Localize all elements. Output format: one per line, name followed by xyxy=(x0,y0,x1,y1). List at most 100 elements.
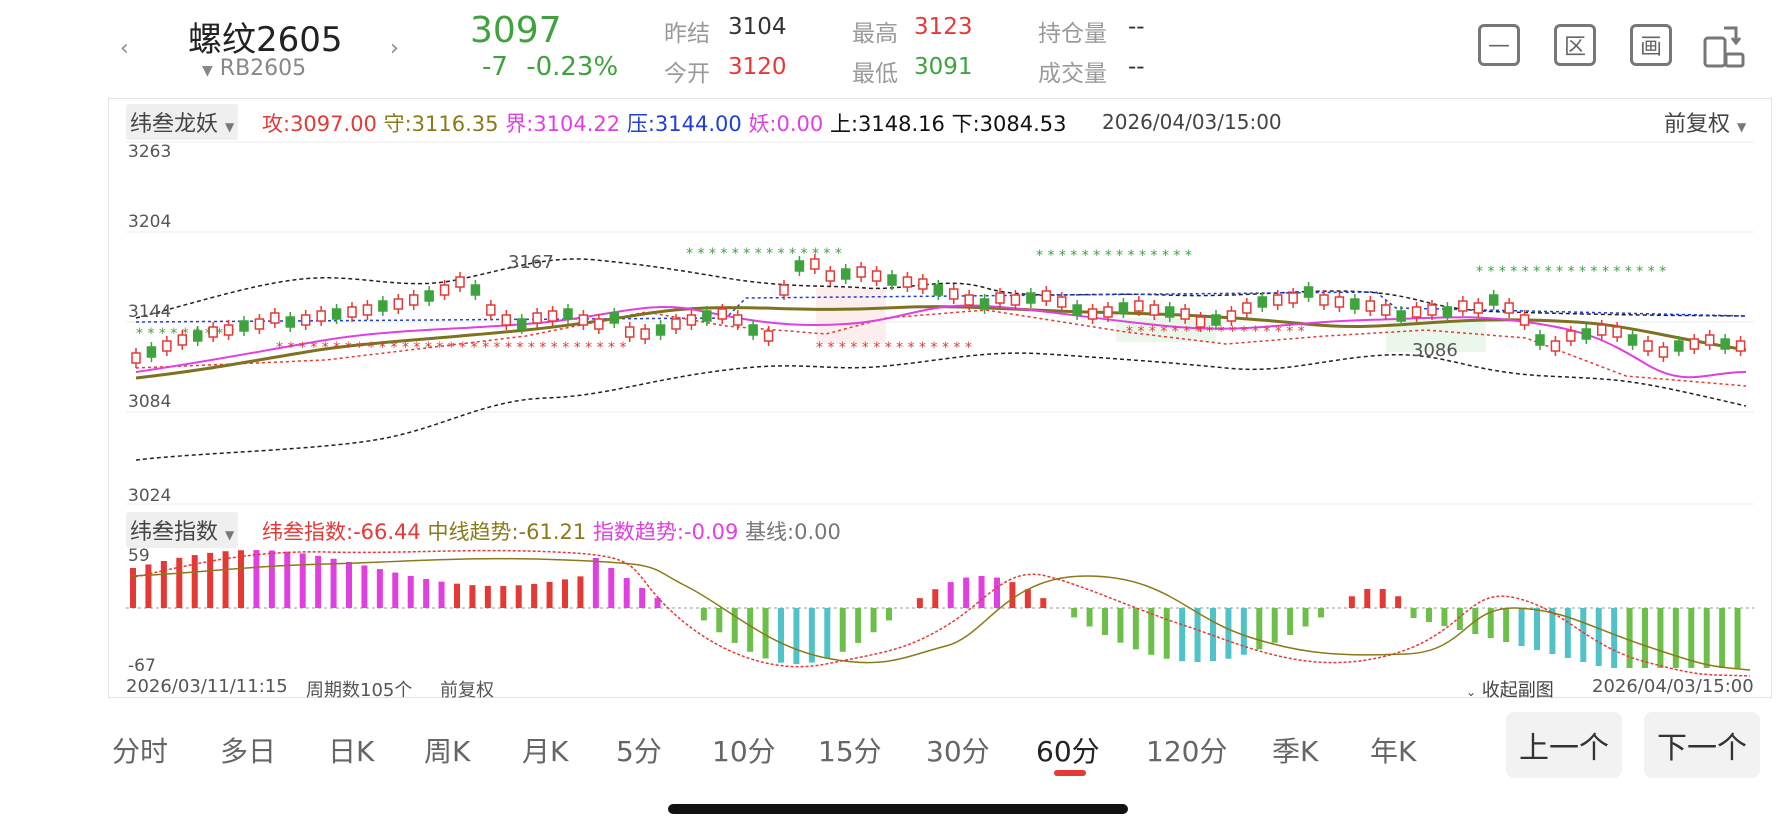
tab-period[interactable]: 年K xyxy=(1370,735,1417,768)
candle-body xyxy=(1272,294,1283,306)
indicator-bar xyxy=(1071,608,1078,618)
sub-indicator-value-mid-trend: 中线趋势:-61.21 xyxy=(427,520,587,544)
candle-body xyxy=(1211,314,1221,326)
indicator-bar xyxy=(978,576,985,608)
candle-body xyxy=(316,310,326,322)
indicator-bar xyxy=(1441,608,1448,626)
pressure-line xyxy=(135,291,1747,323)
candle-body xyxy=(439,284,450,296)
candle-body xyxy=(640,328,650,340)
candle-body xyxy=(1612,326,1622,338)
contract-code[interactable]: ▼ RB2605 xyxy=(202,56,306,81)
indicator-chart[interactable] xyxy=(126,546,1754,680)
candle-body xyxy=(902,276,913,288)
candle-body xyxy=(1627,334,1638,346)
period-count: 周期数105个 xyxy=(306,680,413,701)
indicator-bar xyxy=(454,583,460,608)
candle-body xyxy=(1504,302,1514,314)
tab-period[interactable]: 120分 xyxy=(1146,735,1228,768)
next-button[interactable]: 下一个 xyxy=(1644,712,1760,778)
candle-body xyxy=(1689,338,1700,350)
drawing-tool-icon[interactable]: 画 xyxy=(1630,24,1672,66)
tab-period-active[interactable]: 60分 xyxy=(1036,735,1100,768)
tab-period[interactable]: 10分 xyxy=(712,735,776,768)
candle-body xyxy=(1257,296,1268,308)
indicator-bar xyxy=(1503,608,1510,642)
candle-body xyxy=(393,298,404,310)
prev-contract-arrow[interactable]: ‹ xyxy=(120,36,129,61)
candle-body xyxy=(1519,314,1530,326)
price-change-value: -7 xyxy=(482,52,508,82)
tab-period[interactable]: 日K xyxy=(328,735,375,768)
collapse-subchart-button[interactable]: ⌄ 收起副图 xyxy=(1466,676,1554,702)
indicator-bar xyxy=(762,608,769,659)
next-contract-arrow[interactable]: › xyxy=(390,36,399,61)
candle-body xyxy=(208,326,218,338)
tab-period[interactable]: 5分 xyxy=(616,735,662,768)
indicator-bar xyxy=(1657,608,1664,668)
indicator-bar xyxy=(1102,608,1108,635)
candlestick-chart[interactable]: * * * * * * * * * * * * * * * * * * * * … xyxy=(126,140,1754,506)
tab-period[interactable]: 30分 xyxy=(926,735,990,768)
candle-body xyxy=(1319,294,1329,306)
adjust-dropdown[interactable]: 前复权 ▼ xyxy=(1664,106,1746,138)
indicator-bar xyxy=(1595,608,1602,666)
prev-button[interactable]: 上一个 xyxy=(1506,712,1622,778)
price-change-pct: -0.23% xyxy=(526,52,619,82)
tab-period[interactable]: 多日 xyxy=(220,735,277,768)
quote-value-low: 3091 xyxy=(914,54,973,80)
tab-period[interactable]: 季K xyxy=(1272,735,1319,768)
sub-indicator-dropdown[interactable]: 纬叁指数 ▼ xyxy=(126,512,239,548)
main-indicator-dropdown[interactable]: 纬叁龙妖 ▼ xyxy=(126,104,239,140)
main-y-label-top: 3263 xyxy=(128,142,172,162)
candle-body xyxy=(717,308,728,320)
main-indicator-value-demon: 妖:0.00 xyxy=(748,112,824,136)
candle-body xyxy=(686,314,697,326)
candle-body xyxy=(1488,294,1499,306)
quote-value-open-interest: -- xyxy=(1128,14,1145,40)
candle-body xyxy=(1288,292,1298,304)
candle-body xyxy=(1134,300,1144,312)
candle-body xyxy=(732,314,743,326)
candle-body xyxy=(856,266,866,278)
rotate-screen-icon[interactable] xyxy=(1702,24,1746,70)
indicator-bar xyxy=(716,608,723,633)
candle-body xyxy=(362,304,373,316)
tab-period[interactable]: 分时 xyxy=(112,735,169,768)
candle-body xyxy=(748,324,758,336)
tab-period[interactable]: 周K xyxy=(424,735,471,768)
tab-period[interactable]: 15分 xyxy=(818,735,882,768)
candle-body xyxy=(624,326,635,338)
indicator-bar xyxy=(577,576,584,608)
indicator-bar xyxy=(1163,608,1170,659)
area-select-icon[interactable]: 区 xyxy=(1554,24,1596,66)
indicator-bar xyxy=(562,579,568,608)
tab-period[interactable]: 月K xyxy=(522,735,569,768)
chevron-down-icon: ⌄ xyxy=(1466,685,1477,699)
indicator-bar xyxy=(315,555,322,608)
indicator-bar xyxy=(1395,596,1402,608)
candle-body xyxy=(254,318,265,330)
candle-body xyxy=(794,260,805,272)
indicator-bar xyxy=(654,598,661,608)
quote-label-high: 最高 xyxy=(852,21,898,47)
kline-chart-panel[interactable] xyxy=(108,98,1772,698)
candle-body xyxy=(347,306,357,318)
indicator-bar xyxy=(253,550,260,608)
highlight-zone xyxy=(816,288,886,344)
minimize-icon[interactable]: — xyxy=(1478,24,1520,66)
indicator-bar xyxy=(160,560,167,608)
sub-y-label-top: 59 xyxy=(128,546,150,566)
candle-body xyxy=(1056,296,1067,308)
candle-body xyxy=(671,318,681,330)
candle-body xyxy=(470,284,481,296)
indicator-bar xyxy=(916,598,923,608)
active-tab-indicator xyxy=(1054,770,1086,776)
indicator-bar xyxy=(299,553,306,608)
support-dots: * * * * * * * * * * * * * * * * * * * * … xyxy=(276,324,1305,356)
contract-code-label: RB2605 xyxy=(219,56,307,81)
svg-text:* * * * * * * * * * * * * *: * * * * * * * * * * * * * * xyxy=(686,246,842,262)
indicator-bar xyxy=(1534,608,1540,650)
indicator-bar xyxy=(1148,608,1155,655)
quote-label-volume: 成交量 xyxy=(1038,61,1107,87)
